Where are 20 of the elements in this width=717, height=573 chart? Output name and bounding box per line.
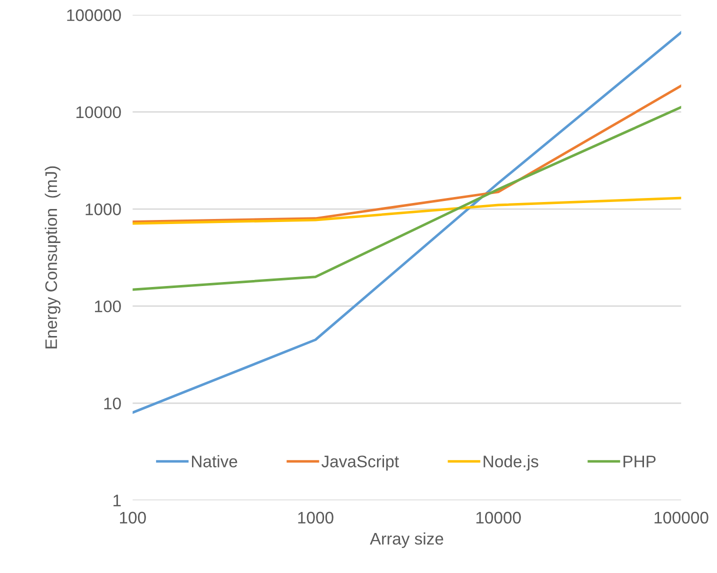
x-tick-label: 1000	[298, 512, 334, 524]
y-axis-title: Energy Consuption (mJ)	[44, 166, 60, 348]
y-tick-label: 10000	[76, 106, 121, 118]
legend-label: JavaScript	[321, 455, 399, 471]
line-series	[132, 106, 682, 291]
x-tick-label: 100000	[654, 512, 708, 524]
x-tick-label: 10000	[476, 512, 521, 524]
legend-label: Native	[192, 455, 238, 468]
x-tick-label: 100	[120, 512, 146, 524]
line-series	[132, 31, 682, 414]
line-series	[132, 196, 682, 225]
y-tick-label: 100000	[67, 9, 121, 22]
legend-label: Node.js	[484, 455, 538, 471]
y-tick-label: 1	[114, 494, 121, 506]
y-tick-label: 100	[95, 300, 121, 312]
y-tick-label: 10	[104, 398, 121, 410]
legend-label: PHP	[624, 456, 656, 468]
y-tick-label: 1000	[86, 203, 121, 216]
line-series	[132, 84, 682, 223]
x-axis-title: Array size	[370, 532, 444, 548]
